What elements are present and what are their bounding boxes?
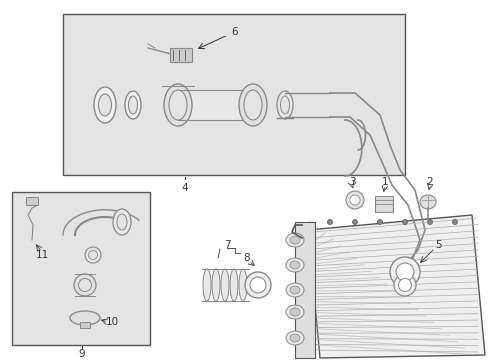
Text: 4: 4 xyxy=(182,183,188,193)
Bar xyxy=(26,197,38,205)
Bar xyxy=(170,48,192,62)
Bar xyxy=(80,322,90,328)
Ellipse shape xyxy=(88,251,97,260)
Ellipse shape xyxy=(285,233,304,247)
Ellipse shape xyxy=(79,279,91,292)
Text: 7: 7 xyxy=(223,240,230,250)
Ellipse shape xyxy=(419,195,435,209)
Text: 9: 9 xyxy=(79,349,85,359)
Circle shape xyxy=(402,220,407,225)
Text: 2: 2 xyxy=(426,177,432,187)
Ellipse shape xyxy=(85,247,101,263)
Ellipse shape xyxy=(289,286,299,294)
Ellipse shape xyxy=(393,274,415,296)
Ellipse shape xyxy=(285,258,304,272)
Circle shape xyxy=(352,220,357,225)
Ellipse shape xyxy=(249,277,265,293)
Ellipse shape xyxy=(244,272,270,298)
Ellipse shape xyxy=(117,214,127,230)
Polygon shape xyxy=(307,215,484,358)
Ellipse shape xyxy=(70,311,100,325)
Ellipse shape xyxy=(280,96,289,114)
Ellipse shape xyxy=(203,269,210,301)
Ellipse shape xyxy=(285,283,304,297)
Ellipse shape xyxy=(163,84,192,126)
Ellipse shape xyxy=(169,90,186,120)
Text: 10: 10 xyxy=(105,317,118,327)
Text: 5: 5 xyxy=(434,240,440,250)
Text: 1: 1 xyxy=(381,177,387,187)
Text: 11: 11 xyxy=(35,250,48,260)
Ellipse shape xyxy=(239,84,266,126)
Text: 3: 3 xyxy=(348,177,355,187)
Bar xyxy=(12,192,150,345)
Ellipse shape xyxy=(289,236,299,244)
Circle shape xyxy=(427,220,431,225)
Ellipse shape xyxy=(212,269,220,301)
Text: 6: 6 xyxy=(231,27,238,37)
Ellipse shape xyxy=(74,274,96,296)
Ellipse shape xyxy=(244,90,262,120)
Ellipse shape xyxy=(285,305,304,319)
Ellipse shape xyxy=(289,334,299,342)
Bar xyxy=(178,90,254,120)
Ellipse shape xyxy=(229,269,238,301)
Ellipse shape xyxy=(289,308,299,316)
Ellipse shape xyxy=(285,331,304,345)
Circle shape xyxy=(377,220,382,225)
Ellipse shape xyxy=(94,87,116,123)
Bar xyxy=(374,196,392,212)
Polygon shape xyxy=(294,222,314,358)
Ellipse shape xyxy=(125,91,141,119)
Circle shape xyxy=(349,195,359,205)
Ellipse shape xyxy=(98,94,111,116)
Circle shape xyxy=(346,191,363,209)
Circle shape xyxy=(451,220,457,225)
Ellipse shape xyxy=(239,269,246,301)
Ellipse shape xyxy=(389,257,419,287)
Ellipse shape xyxy=(398,279,411,292)
Ellipse shape xyxy=(221,269,228,301)
Text: 8: 8 xyxy=(243,253,250,263)
Ellipse shape xyxy=(128,96,137,114)
Ellipse shape xyxy=(113,209,131,235)
Ellipse shape xyxy=(289,261,299,269)
Ellipse shape xyxy=(276,91,292,119)
Bar xyxy=(63,14,404,175)
Ellipse shape xyxy=(395,263,413,281)
Circle shape xyxy=(327,220,332,225)
